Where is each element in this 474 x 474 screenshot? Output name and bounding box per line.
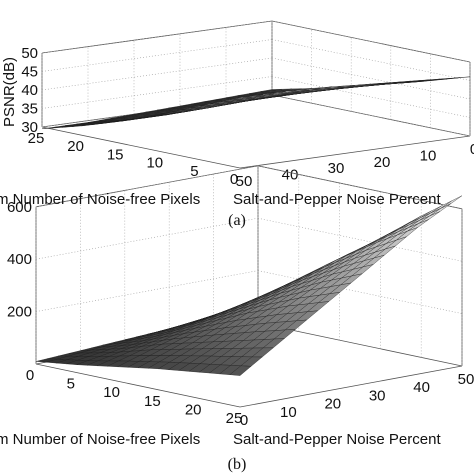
x-tick-label: 15	[144, 393, 161, 410]
grid-line	[41, 76, 273, 109]
y-tick-label: 20	[324, 396, 341, 413]
x-tick-label: 20	[185, 401, 202, 418]
y-tick-label: 20	[374, 154, 391, 171]
y-tick-label: 10	[280, 404, 297, 421]
grid-line	[271, 76, 471, 118]
surface-patch	[230, 95, 252, 100]
x-tick-label: 5	[190, 163, 198, 180]
z-tick-label: 400	[7, 251, 32, 268]
axis-frame-edge	[41, 126, 241, 169]
axis-frame-edge	[35, 165, 259, 208]
z-tick-label: 30	[21, 119, 38, 136]
y-tick-label: 30	[369, 387, 386, 404]
y-tick-label: 0	[470, 141, 474, 158]
grid-line	[271, 57, 471, 100]
axis-frame-edge	[41, 20, 273, 54]
z-tick-label: 35	[21, 101, 38, 118]
x-tick-label: 10	[146, 155, 163, 172]
grid-line	[41, 57, 273, 91]
surface	[41, 76, 471, 129]
z-tick-label: 40	[21, 82, 38, 99]
grid-line	[271, 39, 471, 81]
surface	[35, 195, 463, 376]
grid-line	[271, 94, 471, 137]
axis-frame-edge	[35, 363, 241, 408]
y-tick-label: 50	[458, 371, 474, 388]
grid-line	[35, 217, 259, 260]
x-tick-label: 10	[103, 384, 120, 401]
x-tick-label: 25	[28, 130, 45, 147]
axis-frame-edge	[239, 365, 463, 408]
tick-labels: 0510152025504030201003035404550	[21, 45, 474, 190]
y-axis-label-b: Salt-and-Pepper Noise Percent	[233, 431, 441, 448]
axis-frame-edge	[257, 165, 463, 210]
panel-label-a: (a)	[228, 212, 246, 229]
y-tick-label: 0	[240, 412, 248, 429]
z-tick-label: 50	[21, 45, 38, 62]
grid-lines	[41, 20, 471, 137]
y-tick-label: 40	[413, 379, 430, 396]
x-tick-label: 15	[107, 146, 124, 163]
z-tick-label: 600	[7, 199, 32, 216]
panel-label-b: (b)	[228, 456, 247, 473]
x-tick-label: 5	[67, 376, 75, 393]
grid-line	[41, 39, 273, 72]
y-tick-label: 50	[236, 173, 253, 190]
surface-patch	[229, 365, 252, 376]
surface-plot-a: 0510152025504030201003035404550	[21, 20, 474, 190]
y-tick-label: 40	[282, 167, 299, 184]
grid-line	[271, 20, 471, 63]
axis-frame-edge	[239, 135, 471, 169]
x-tick-label: 0	[230, 171, 238, 188]
y-tick-label: 30	[328, 160, 345, 177]
z-tick-label: 200	[7, 304, 32, 321]
x-axis-label-a: m Number of Noise-free Pixels	[0, 191, 200, 208]
x-tick-label: 0	[26, 367, 34, 384]
x-tick-label: 25	[226, 410, 243, 427]
grid-line	[35, 270, 259, 312]
z-axis-label-a: PSNR(dB)	[1, 57, 18, 127]
grid-lines	[35, 165, 463, 366]
y-axis-label-a: Salt-and-Pepper Noise Percent	[233, 191, 441, 208]
x-axis-label-b: m Number of Noise-free Pixels	[0, 431, 200, 448]
y-tick-label: 10	[420, 147, 437, 164]
z-tick-label: 45	[21, 64, 38, 81]
x-tick-label: 20	[67, 138, 84, 155]
